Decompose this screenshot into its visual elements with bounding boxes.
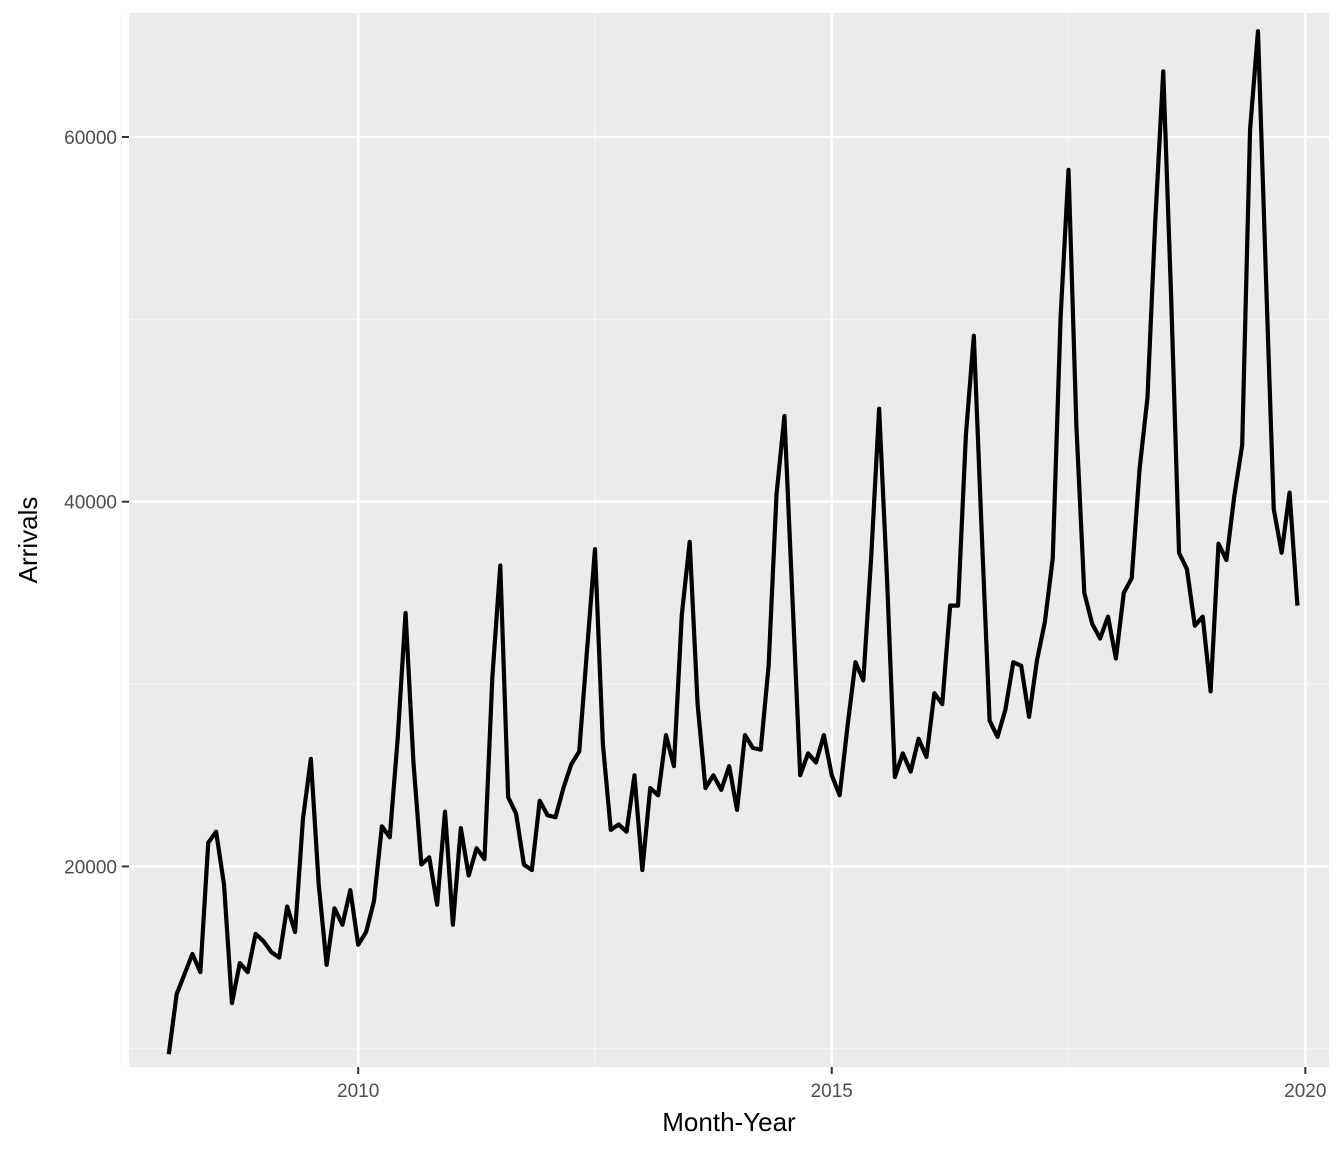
axis-ticks <box>122 136 1307 1074</box>
y-tick-label: 40000 <box>64 493 117 514</box>
y-tick-label: 60000 <box>64 128 117 149</box>
x-tick-label: 2020 <box>1284 1081 1326 1102</box>
major-gridlines <box>129 13 1329 1067</box>
x-tick-label: 2015 <box>811 1081 853 1102</box>
plot-panel <box>129 13 1329 1067</box>
x-axis-tick-labels: 2010 2015 2020 <box>337 1081 1326 1102</box>
y-tick-label: 20000 <box>64 857 117 878</box>
y-axis-title: Arrivals <box>13 497 43 584</box>
x-tick-label: 2010 <box>337 1081 379 1102</box>
x-axis-title: Month-Year <box>662 1107 796 1137</box>
series-line-arrivals <box>166 29 1300 1055</box>
y-axis-tick-labels: 20000 40000 60000 <box>64 128 117 878</box>
